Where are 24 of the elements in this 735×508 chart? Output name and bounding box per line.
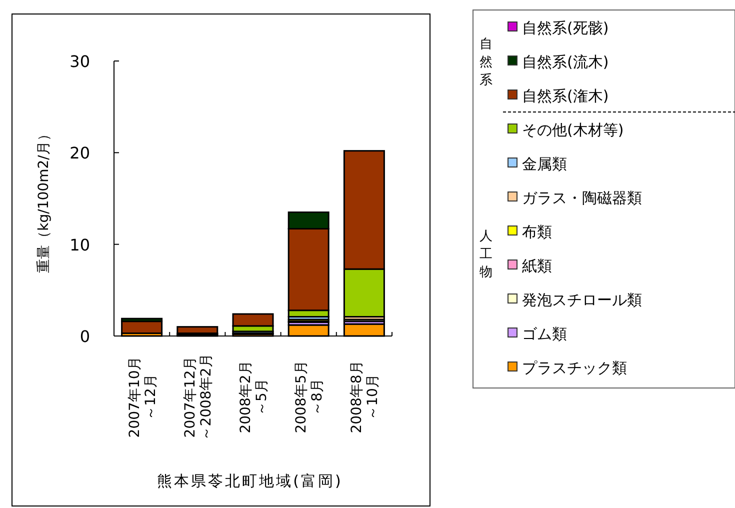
legend-label: 発泡スチロール類 bbox=[522, 291, 642, 309]
legend-label: 自然系(潅木) bbox=[522, 87, 609, 105]
legend-label: 布類 bbox=[522, 223, 552, 241]
x-tick-label: 2008年8月～10月 bbox=[349, 360, 382, 434]
text: 自然系 bbox=[480, 37, 492, 88]
legend-label: ガラス・陶磁器類 bbox=[522, 189, 642, 207]
text: 人工物 bbox=[480, 229, 492, 280]
y-tick-label: 30 bbox=[70, 52, 90, 71]
x-tick-label: 2007年10月～12月 bbox=[126, 356, 159, 438]
y-axis-title: 重量（kg/100m2/月） bbox=[36, 127, 52, 273]
y-tick-label: 20 bbox=[70, 144, 90, 163]
legend-label: 自然系(死骸) bbox=[522, 19, 609, 37]
y-tick-label: 0 bbox=[80, 327, 90, 346]
y-tick-label: 10 bbox=[70, 235, 90, 254]
x-tick-label: 2008年5月～8月 bbox=[294, 360, 326, 434]
x-axis-title: 熊本県苓北町地域(富岡) bbox=[157, 472, 343, 490]
legend-label: その他(木材等) bbox=[522, 121, 624, 139]
legend-label: プラスチック類 bbox=[522, 359, 627, 377]
x-tick-label: 2007年12月～2008年2月 bbox=[182, 354, 214, 440]
legend-label: 金属類 bbox=[522, 155, 567, 173]
legend-label: 自然系(流木) bbox=[522, 53, 609, 71]
legend-label: 紙類 bbox=[522, 257, 552, 275]
legend-label: ゴム類 bbox=[522, 325, 567, 343]
x-tick-label: 2008年2月～5月 bbox=[238, 360, 270, 434]
